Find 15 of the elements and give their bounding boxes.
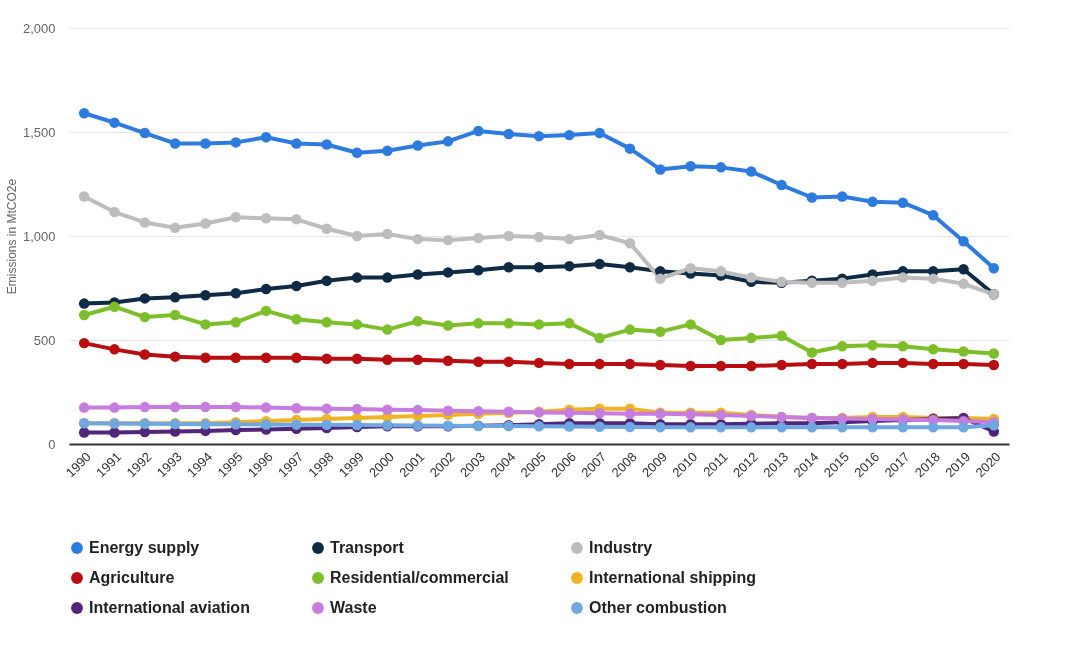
legend-label: Waste <box>330 599 377 616</box>
y-axis-title: Emissions in MtCO2e <box>4 178 19 295</box>
y-tick-label: 1,500 <box>22 124 56 140</box>
legend-label: Other combustion <box>589 599 727 616</box>
y-tick-label: 0 <box>48 436 56 452</box>
legend-label: International aviation <box>89 599 250 616</box>
legend-label: International shipping <box>589 569 757 586</box>
legend-label: Residential/commercial <box>330 569 509 586</box>
y-tick-label: 2,000 <box>22 20 56 36</box>
legend-label: Industry <box>589 539 653 556</box>
y-tick-label: 1,000 <box>22 228 56 244</box>
legend-label: Transport <box>330 539 405 556</box>
legend-label: Energy supply <box>89 539 200 556</box>
legend-label: Agriculture <box>89 569 175 586</box>
y-tick-label: 500 <box>33 332 56 348</box>
